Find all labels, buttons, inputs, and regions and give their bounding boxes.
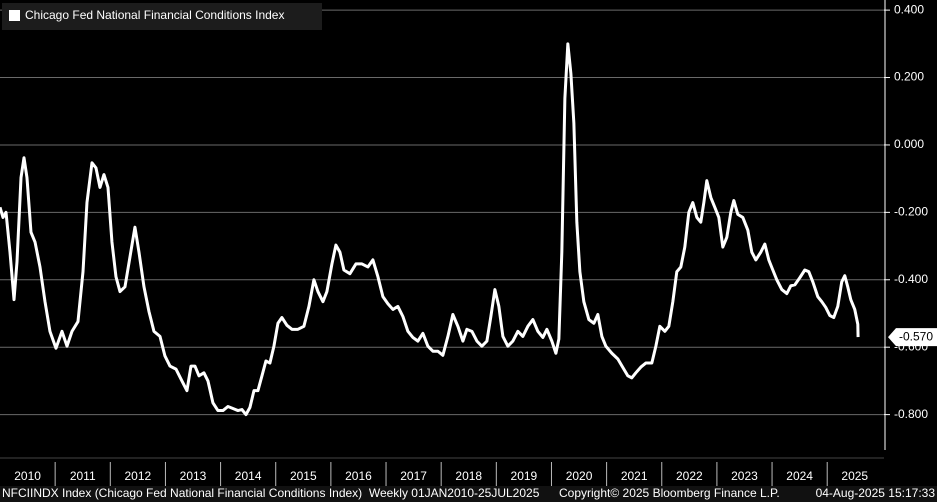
- y-tick-label: -0.400: [894, 272, 928, 286]
- x-tick-label: 2022: [676, 469, 703, 483]
- x-tick-label: 2021: [621, 469, 648, 483]
- x-tick-label: 2015: [290, 469, 317, 483]
- y-tick-label: -0.200: [894, 205, 928, 219]
- footer-bar: [0, 486, 937, 502]
- y-tick-label: -0.800: [894, 407, 928, 421]
- series-line: [0, 42, 860, 417]
- x-tick-label: 2010: [14, 469, 41, 483]
- x-tick-label: 2020: [566, 469, 593, 483]
- last-value-tag: [888, 328, 937, 347]
- x-tick-label: 2018: [455, 469, 482, 483]
- x-tick-label: 2016: [345, 469, 372, 483]
- footer-center: Copyright© 2025 Bloomberg Finance L.P.: [559, 486, 780, 500]
- footer-right: 04-Aug-2025 15:17:33: [816, 486, 936, 500]
- x-tick-label: 2025: [841, 469, 868, 483]
- last-value-label: -0.570: [899, 329, 933, 343]
- legend-label: Chicago Fed National Financial Condition…: [25, 8, 284, 22]
- legend-swatch: [9, 10, 20, 21]
- y-tick-label: 0.400: [894, 2, 924, 16]
- y-tick-label: 0.000: [894, 137, 924, 151]
- x-tick-label: 2011: [70, 469, 96, 483]
- x-tick-label: 2017: [400, 469, 427, 483]
- x-tick-label: 2013: [180, 469, 207, 483]
- x-tick-label: 2023: [731, 469, 758, 483]
- footer-left: NFCIINDX Index (Chicago Fed National Fin…: [2, 486, 540, 500]
- legend-box: [2, 3, 322, 30]
- x-tick-label: 2024: [786, 469, 813, 483]
- x-tick-label: 2014: [235, 469, 262, 483]
- y-tick-label: 0.200: [894, 70, 924, 84]
- x-tick-label: 2012: [125, 469, 152, 483]
- x-tick-label: 2019: [511, 469, 538, 483]
